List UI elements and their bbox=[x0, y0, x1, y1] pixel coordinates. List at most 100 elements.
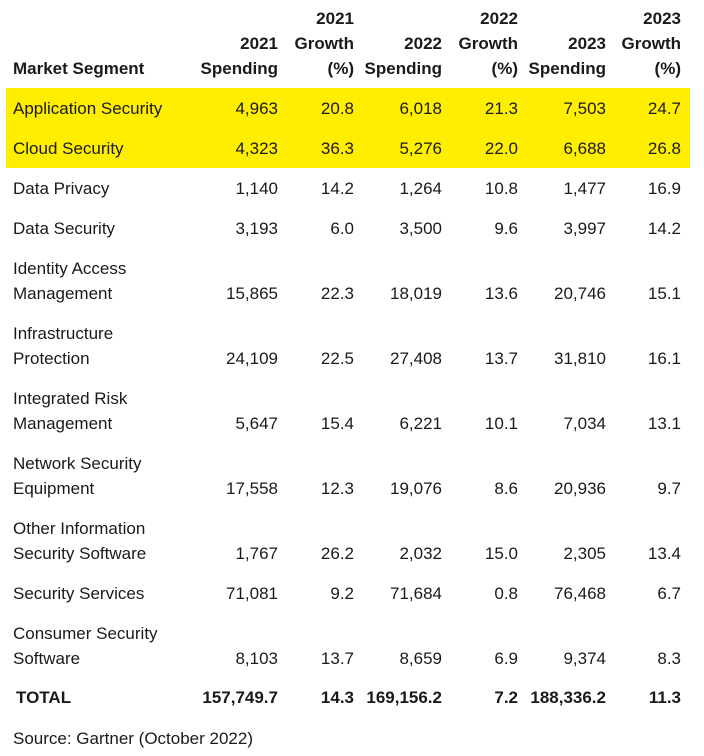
segment-label: Infrastructure bbox=[13, 324, 114, 343]
cell-value: 7,503 bbox=[563, 99, 606, 118]
cell-value: 10.1 bbox=[484, 414, 518, 433]
cell-value: 17,558 bbox=[226, 479, 278, 498]
total-value: 188,336.2 bbox=[530, 688, 606, 707]
segment-label: Security Services bbox=[13, 584, 145, 603]
header-col-5-line-1: 2023 bbox=[568, 34, 606, 53]
cell-value: 22.0 bbox=[484, 139, 518, 158]
cell-value: 4,963 bbox=[235, 99, 278, 118]
cell-value: 20.8 bbox=[320, 99, 354, 118]
cell-value: 13.6 bbox=[484, 284, 518, 303]
total-value: 11.3 bbox=[648, 688, 681, 707]
cell-value: 8,103 bbox=[235, 649, 278, 668]
table-row: Security Services 71,081 9.2 71,684 0.8 76,46… bbox=[6, 573, 690, 613]
header-col-4-line-3: (%) bbox=[491, 59, 518, 78]
cell-value: 6.9 bbox=[494, 649, 518, 668]
table-row: Data Privacy 1,140 14.2 1,264 10.8 1,477 16.9 bbox=[6, 168, 690, 208]
cell-value: 6.0 bbox=[330, 219, 354, 238]
segment-label: Security Software bbox=[13, 544, 147, 563]
table-row: Integrated Risk Management 5,647 15.4 6,221 1… bbox=[6, 378, 690, 443]
cell-value: 16.1 bbox=[647, 349, 681, 368]
segment-label: Other Information bbox=[13, 519, 146, 538]
cell-value: 9.6 bbox=[494, 219, 518, 238]
segment-label: Management bbox=[13, 414, 113, 433]
cell-value: 21.3 bbox=[484, 99, 518, 118]
segment-label: Integrated Risk bbox=[13, 389, 128, 408]
table-row: Cloud Security 4,323 36.3 5,276 22.0 6,688 26.… bbox=[6, 128, 690, 168]
total-value: 157,749.7 bbox=[202, 688, 278, 707]
cell-value: 2,032 bbox=[399, 544, 442, 563]
header-col-2-line-3: (%) bbox=[327, 59, 354, 78]
cell-value: 71,081 bbox=[226, 584, 278, 603]
cell-value: 13.7 bbox=[484, 349, 518, 368]
cell-value: 3,500 bbox=[399, 219, 442, 238]
cell-value: 1,140 bbox=[235, 179, 278, 198]
cell-value: 9.2 bbox=[330, 584, 354, 603]
total-value: 14.3 bbox=[320, 688, 354, 707]
cell-value: 9,374 bbox=[563, 649, 606, 668]
header-col-1-line-1: 2021 bbox=[240, 34, 278, 53]
table-row: Other Information Security Software 1,767 2… bbox=[6, 508, 690, 573]
header-col-2-line-2: Growth bbox=[294, 34, 355, 53]
segment-label: Identity Access bbox=[13, 259, 127, 278]
cell-value: 6,018 bbox=[399, 99, 442, 118]
table-row: Infrastructure Protection 24,109 22.5 27,408… bbox=[6, 313, 690, 378]
cell-value: 24,109 bbox=[226, 349, 278, 368]
cell-value: 76,468 bbox=[554, 584, 606, 603]
segment-label: Data Security bbox=[13, 219, 116, 238]
cell-value: 5,276 bbox=[399, 139, 442, 158]
cell-value: 5,647 bbox=[235, 414, 278, 433]
cell-value: 3,997 bbox=[563, 219, 606, 238]
segment-label: Application Security bbox=[13, 99, 163, 118]
cell-value: 24.7 bbox=[647, 99, 681, 118]
cell-value: 13.7 bbox=[320, 649, 354, 668]
cell-value: 0.8 bbox=[494, 584, 518, 603]
cell-value: 36.3 bbox=[320, 139, 354, 158]
cell-value: 20,746 bbox=[554, 284, 606, 303]
cell-value: 15,865 bbox=[226, 284, 278, 303]
segment-label: Software bbox=[13, 649, 81, 668]
header-col-4-line-2: Growth bbox=[458, 34, 519, 53]
cell-value: 3,193 bbox=[235, 219, 278, 238]
cell-value: 15.0 bbox=[484, 544, 518, 563]
cell-value: 10.8 bbox=[484, 179, 518, 198]
cell-value: 1,477 bbox=[563, 179, 606, 198]
cell-value: 20,936 bbox=[554, 479, 606, 498]
header-col-6-line-1: 2023 bbox=[643, 9, 681, 28]
cell-value: 71,684 bbox=[390, 584, 442, 603]
cell-value: 13.1 bbox=[647, 414, 681, 433]
cell-value: 15.4 bbox=[320, 414, 354, 433]
cell-value: 12.3 bbox=[320, 479, 354, 498]
segment-label: Consumer Security bbox=[13, 624, 158, 643]
segment-label: Equipment bbox=[13, 479, 95, 498]
cell-value: 27,408 bbox=[390, 349, 442, 368]
total-label: TOTAL bbox=[16, 688, 72, 707]
cell-value: 22.3 bbox=[320, 284, 354, 303]
total-value: 169,156.2 bbox=[366, 688, 442, 707]
table-row: Identity Access Management 15,865 22.3 18,01… bbox=[6, 248, 690, 313]
cell-value: 8.6 bbox=[494, 479, 518, 498]
total-value: 7.2 bbox=[494, 688, 518, 707]
table-header: Market Segment 2021 Spending 2021 Growth (%) 2… bbox=[6, 6, 690, 82]
header-col-6-line-3: (%) bbox=[654, 59, 681, 78]
cell-value: 13.4 bbox=[647, 544, 681, 563]
cell-value: 14.2 bbox=[320, 179, 354, 198]
cell-value: 4,323 bbox=[235, 139, 278, 158]
cell-value: 1,767 bbox=[235, 544, 278, 563]
cell-value: 6,688 bbox=[563, 139, 606, 158]
header-col-1-line-2: Spending bbox=[200, 59, 278, 78]
cell-value: 16.9 bbox=[647, 179, 681, 198]
segment-label: Management bbox=[13, 284, 113, 303]
table-row: Application Security 4,963 20.8 6,018 21.3 7,… bbox=[6, 88, 690, 128]
cell-value: 19,076 bbox=[390, 479, 442, 498]
source-note: Source: Gartner (October 2022) bbox=[13, 729, 254, 748]
cell-value: 15.1 bbox=[647, 284, 681, 303]
segment-label: Network Security bbox=[13, 454, 142, 473]
cell-value: 1,264 bbox=[399, 179, 442, 198]
header-col-4-line-1: 2022 bbox=[480, 9, 518, 28]
segment-label: Data Privacy bbox=[13, 179, 110, 198]
header-col-5-line-2: Spending bbox=[528, 59, 606, 78]
table-row: Consumer Security Software 8,103 13.7 8,659 6… bbox=[6, 613, 690, 678]
cell-value: 2,305 bbox=[563, 544, 606, 563]
cell-value: 18,019 bbox=[390, 284, 442, 303]
header-col-3-line-1: 2022 bbox=[404, 34, 442, 53]
